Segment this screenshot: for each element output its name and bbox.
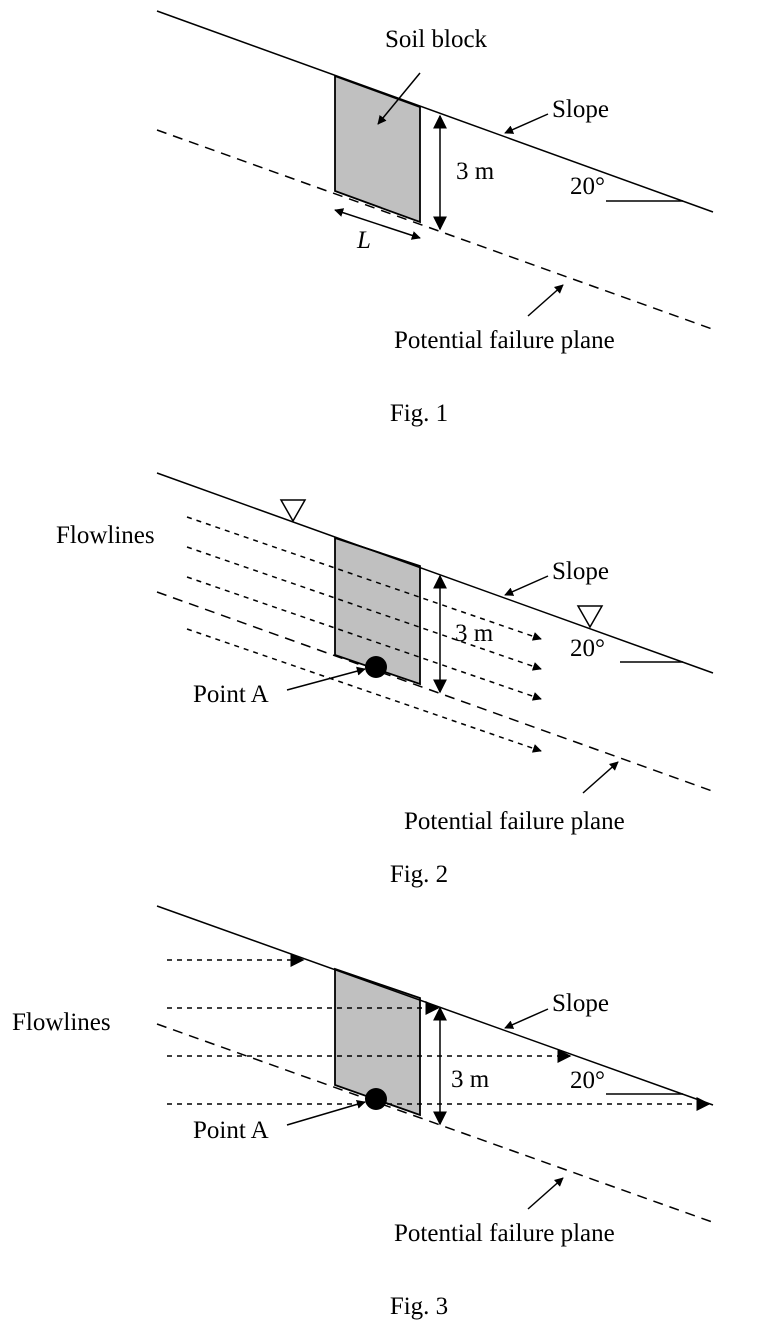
failure-plane-line: [156, 129, 716, 331]
soil-block-label: Soil block: [385, 26, 488, 53]
length-dimension-arrow: [334, 208, 421, 240]
slope-line: [156, 10, 714, 213]
figure-2: Flowlines Slope 3 m 20° Point A Potentia…: [56, 472, 716, 888]
failure-plane-pointer-arrow: [582, 761, 619, 794]
slope-label: Slope: [552, 990, 609, 1017]
flowline: [186, 516, 542, 641]
failure-plane-label: Potential failure plane: [404, 808, 625, 835]
slope-pointer-arrow: [504, 575, 549, 596]
length-label: L: [356, 227, 371, 254]
slope-label: Slope: [552, 96, 609, 123]
flowlines-label: Flowlines: [12, 1009, 111, 1036]
slope-pointer-arrow: [504, 1008, 549, 1029]
figure-3: Flowlines Slope 3 m 20° Point A Potentia…: [12, 905, 716, 1320]
soil-block-pointer-arrow: [377, 72, 421, 125]
angle-label: 20°: [570, 635, 605, 662]
failure-plane-pointer-arrow: [527, 1177, 564, 1210]
point-a-pointer-arrow: [286, 666, 366, 691]
angle-label: 20°: [570, 173, 605, 200]
slope-label: Slope: [552, 558, 609, 585]
height-label: 3 m: [455, 620, 494, 647]
failure-plane-label: Potential failure plane: [394, 1220, 615, 1247]
height-label: 3 m: [451, 1066, 490, 1093]
point-a-pointer-arrow: [286, 1099, 366, 1126]
water-table-triangle-icon: [576, 605, 604, 629]
height-label: 3 m: [456, 158, 495, 185]
flowline: [186, 576, 542, 701]
point-a-marker: [365, 656, 387, 678]
slope-line: [156, 905, 714, 1106]
flowlines-label: Flowlines: [56, 522, 155, 549]
figure-caption: Fig. 1: [390, 400, 448, 427]
soil-block: [334, 74, 421, 224]
slope-line: [156, 472, 714, 674]
point-a-marker: [365, 1088, 387, 1110]
point-a-label: Point A: [193, 681, 269, 708]
soil-block: [334, 967, 421, 1117]
angle-label: 20°: [570, 1067, 605, 1094]
failure-plane-pointer-arrow: [527, 284, 564, 317]
figure-caption: Fig. 2: [390, 861, 448, 888]
figure-caption: Fig. 3: [390, 1293, 448, 1320]
flowline: [186, 628, 542, 753]
slope-pointer-arrow: [504, 113, 549, 134]
figure-1: Soil block Slope 3 m 20° L Potential fai…: [156, 10, 716, 427]
failure-plane-label: Potential failure plane: [394, 327, 615, 354]
water-table-triangle-icon: [279, 499, 307, 523]
point-a-label: Point A: [193, 1117, 269, 1144]
flowline: [186, 546, 542, 671]
